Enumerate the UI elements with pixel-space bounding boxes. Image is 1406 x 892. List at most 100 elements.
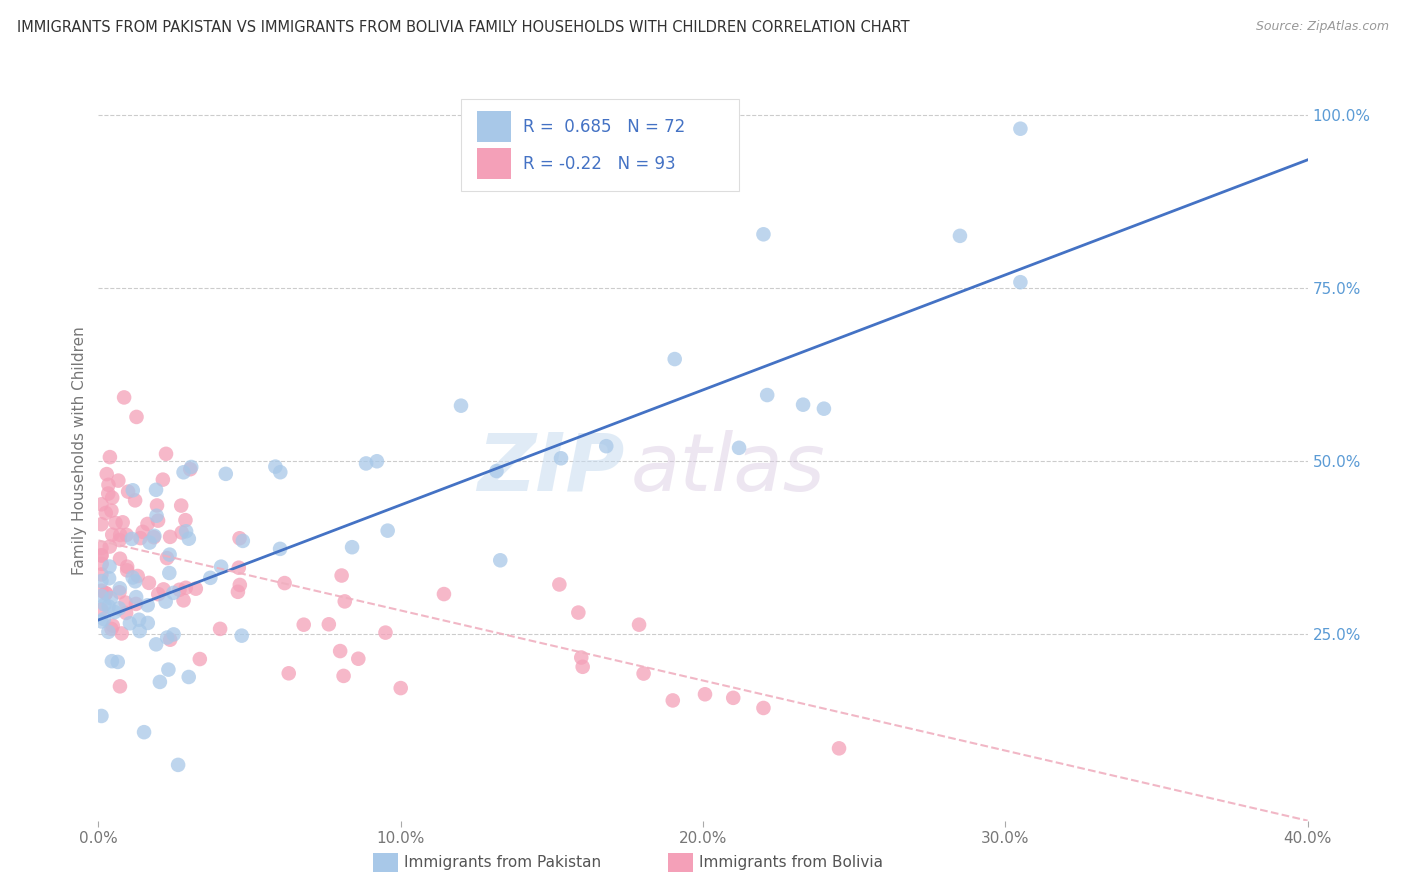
Point	[792, 398, 814, 412]
Point	[90, 709, 112, 723]
Point	[728, 441, 751, 455]
Point	[184, 582, 207, 596]
Point	[155, 447, 177, 461]
Point	[115, 563, 138, 577]
Point	[97, 486, 120, 500]
Point	[128, 613, 150, 627]
Point	[569, 650, 592, 665]
Point	[101, 618, 124, 632]
Point	[489, 553, 512, 567]
Point	[90, 615, 112, 629]
Point	[450, 399, 472, 413]
Point	[567, 606, 589, 620]
Point	[366, 454, 388, 468]
FancyBboxPatch shape	[461, 99, 740, 191]
Point	[127, 569, 149, 583]
Point	[159, 632, 181, 647]
Point	[90, 574, 112, 588]
Point	[329, 644, 352, 658]
Text: Source: ZipAtlas.com: Source: ZipAtlas.com	[1256, 20, 1389, 33]
Point	[152, 582, 174, 597]
Point	[90, 497, 112, 511]
Point	[90, 567, 112, 582]
Point	[273, 576, 295, 591]
Point	[104, 605, 127, 619]
Point	[157, 663, 180, 677]
Point	[90, 602, 112, 616]
Point	[90, 549, 112, 563]
Text: R = -0.22   N = 93: R = -0.22 N = 93	[523, 155, 675, 173]
Point	[142, 530, 165, 544]
Point	[107, 474, 129, 488]
Point	[149, 674, 172, 689]
Point	[228, 531, 250, 545]
Point	[548, 577, 571, 591]
Text: Immigrants from Bolivia: Immigrants from Bolivia	[699, 855, 883, 870]
Point	[121, 483, 143, 498]
Point	[269, 541, 291, 556]
Point	[132, 524, 155, 539]
Point	[101, 654, 124, 668]
Point	[108, 582, 131, 596]
Point	[167, 757, 190, 772]
Point	[752, 227, 775, 242]
Point	[332, 669, 354, 683]
Text: IMMIGRANTS FROM PAKISTAN VS IMMIGRANTS FROM BOLIVIA FAMILY HOUSEHOLDS WITH CHILD: IMMIGRANTS FROM PAKISTAN VS IMMIGRANTS F…	[17, 20, 910, 35]
Point	[340, 540, 363, 554]
Point	[156, 631, 179, 645]
Point	[1010, 121, 1032, 136]
Point	[661, 693, 683, 707]
Point	[94, 506, 117, 520]
Point	[108, 585, 131, 599]
Point	[177, 532, 200, 546]
Point	[100, 591, 122, 606]
Point	[128, 624, 150, 638]
Point	[136, 615, 159, 630]
Point	[108, 533, 131, 548]
Point	[125, 590, 148, 604]
Point	[159, 548, 181, 562]
Point	[347, 651, 370, 665]
Point	[1010, 275, 1032, 289]
Point	[98, 559, 121, 574]
Y-axis label: Family Households with Children: Family Households with Children	[72, 326, 87, 574]
Point	[90, 589, 112, 603]
Point	[100, 622, 122, 636]
Point	[132, 725, 155, 739]
Point	[813, 401, 835, 416]
Point	[174, 513, 197, 527]
Point	[124, 493, 146, 508]
Point	[228, 560, 250, 574]
Point	[179, 462, 201, 476]
Point	[550, 451, 572, 466]
Point	[169, 582, 191, 597]
Point	[98, 450, 121, 464]
Point	[136, 599, 159, 613]
Point	[232, 533, 254, 548]
Point	[121, 532, 143, 546]
Point	[170, 499, 193, 513]
Point	[162, 627, 184, 641]
Point	[374, 625, 396, 640]
Point	[108, 601, 131, 615]
Point	[96, 467, 118, 482]
Point	[215, 467, 238, 481]
Point	[121, 570, 143, 584]
Point	[377, 524, 399, 538]
Point	[138, 535, 160, 549]
Text: R =  0.685   N = 72: R = 0.685 N = 72	[523, 118, 685, 136]
Point	[156, 551, 179, 566]
Point	[145, 483, 167, 497]
Point	[752, 701, 775, 715]
Point	[756, 388, 779, 402]
Point	[90, 557, 112, 571]
Point	[111, 626, 134, 640]
Point	[125, 597, 148, 611]
Point	[112, 391, 135, 405]
Point	[125, 409, 148, 424]
Point	[138, 575, 160, 590]
Point	[433, 587, 456, 601]
Point	[723, 690, 745, 705]
Point	[101, 491, 124, 505]
Point	[145, 637, 167, 651]
